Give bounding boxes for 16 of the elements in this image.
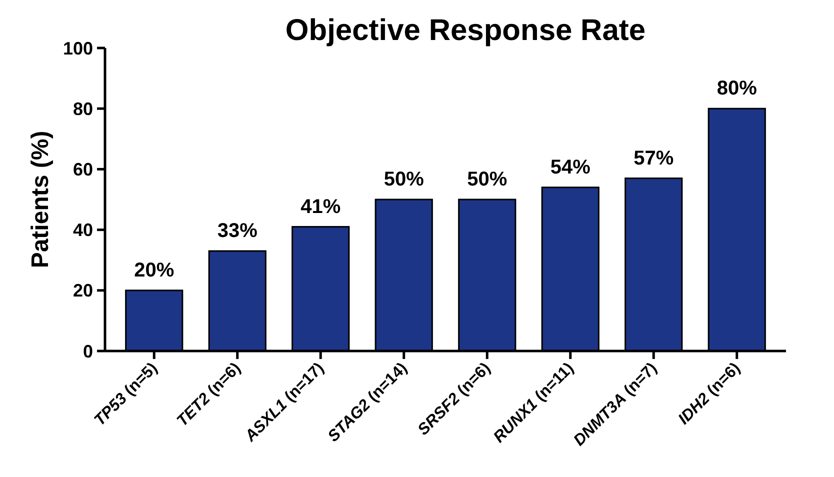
y-tick-label: 40 bbox=[72, 220, 93, 240]
chart-title: Objective Response Rate bbox=[285, 14, 646, 47]
y-axis-title: Patients (%) bbox=[27, 130, 54, 268]
data-label: 41% bbox=[300, 196, 341, 218]
data-label: 50% bbox=[384, 168, 424, 190]
y-tick-label: 100 bbox=[62, 38, 93, 58]
data-label: 80% bbox=[716, 78, 758, 100]
data-label: 54% bbox=[550, 156, 591, 178]
data-label: 33% bbox=[217, 220, 258, 242]
y-tick-label: 0 bbox=[82, 341, 93, 362]
data-label: 50% bbox=[467, 168, 508, 190]
data-label: 57% bbox=[634, 147, 674, 170]
y-tick-label: 60 bbox=[72, 160, 93, 180]
data-label: 20% bbox=[134, 259, 174, 282]
y-tick-label: 20 bbox=[72, 280, 93, 301]
y-tick-label: 80 bbox=[72, 98, 93, 119]
